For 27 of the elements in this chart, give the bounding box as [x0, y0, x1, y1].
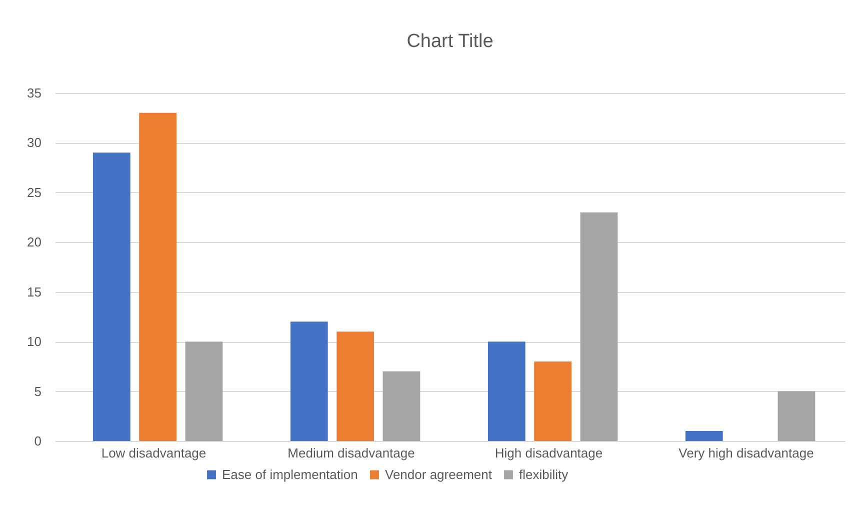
y-tick-label: 30 — [27, 135, 42, 150]
legend-label: Vendor agreement — [385, 466, 492, 482]
bar — [336, 332, 374, 441]
bar — [290, 322, 328, 441]
bar — [382, 371, 420, 441]
chart-title: Chart Title — [406, 31, 494, 52]
legend-label: flexibility — [519, 466, 569, 482]
y-tick-label: 10 — [27, 334, 42, 350]
bar — [534, 361, 572, 441]
bar — [488, 342, 526, 441]
x-tick-label: High disadvantage — [494, 446, 603, 460]
y-tick-label: 35 — [27, 86, 42, 100]
y-tick-label: 5 — [34, 384, 42, 399]
bar — [580, 212, 618, 441]
y-tick-label: 25 — [27, 184, 42, 200]
bar — [685, 431, 723, 441]
bar — [92, 152, 130, 441]
bar — [185, 342, 223, 441]
x-tick-label: Very high disadvantage — [678, 446, 814, 460]
x-tick-label: Low disadvantage — [101, 446, 206, 460]
bar — [778, 391, 816, 441]
y-tick-label: 0 — [34, 434, 42, 448]
x-tick-label: Medium disadvantage — [288, 446, 415, 460]
legend-label: Ease of implementation — [222, 466, 358, 482]
y-tick-label: 15 — [27, 284, 42, 300]
y-tick-label: 20 — [27, 234, 42, 250]
bar — [139, 112, 176, 441]
